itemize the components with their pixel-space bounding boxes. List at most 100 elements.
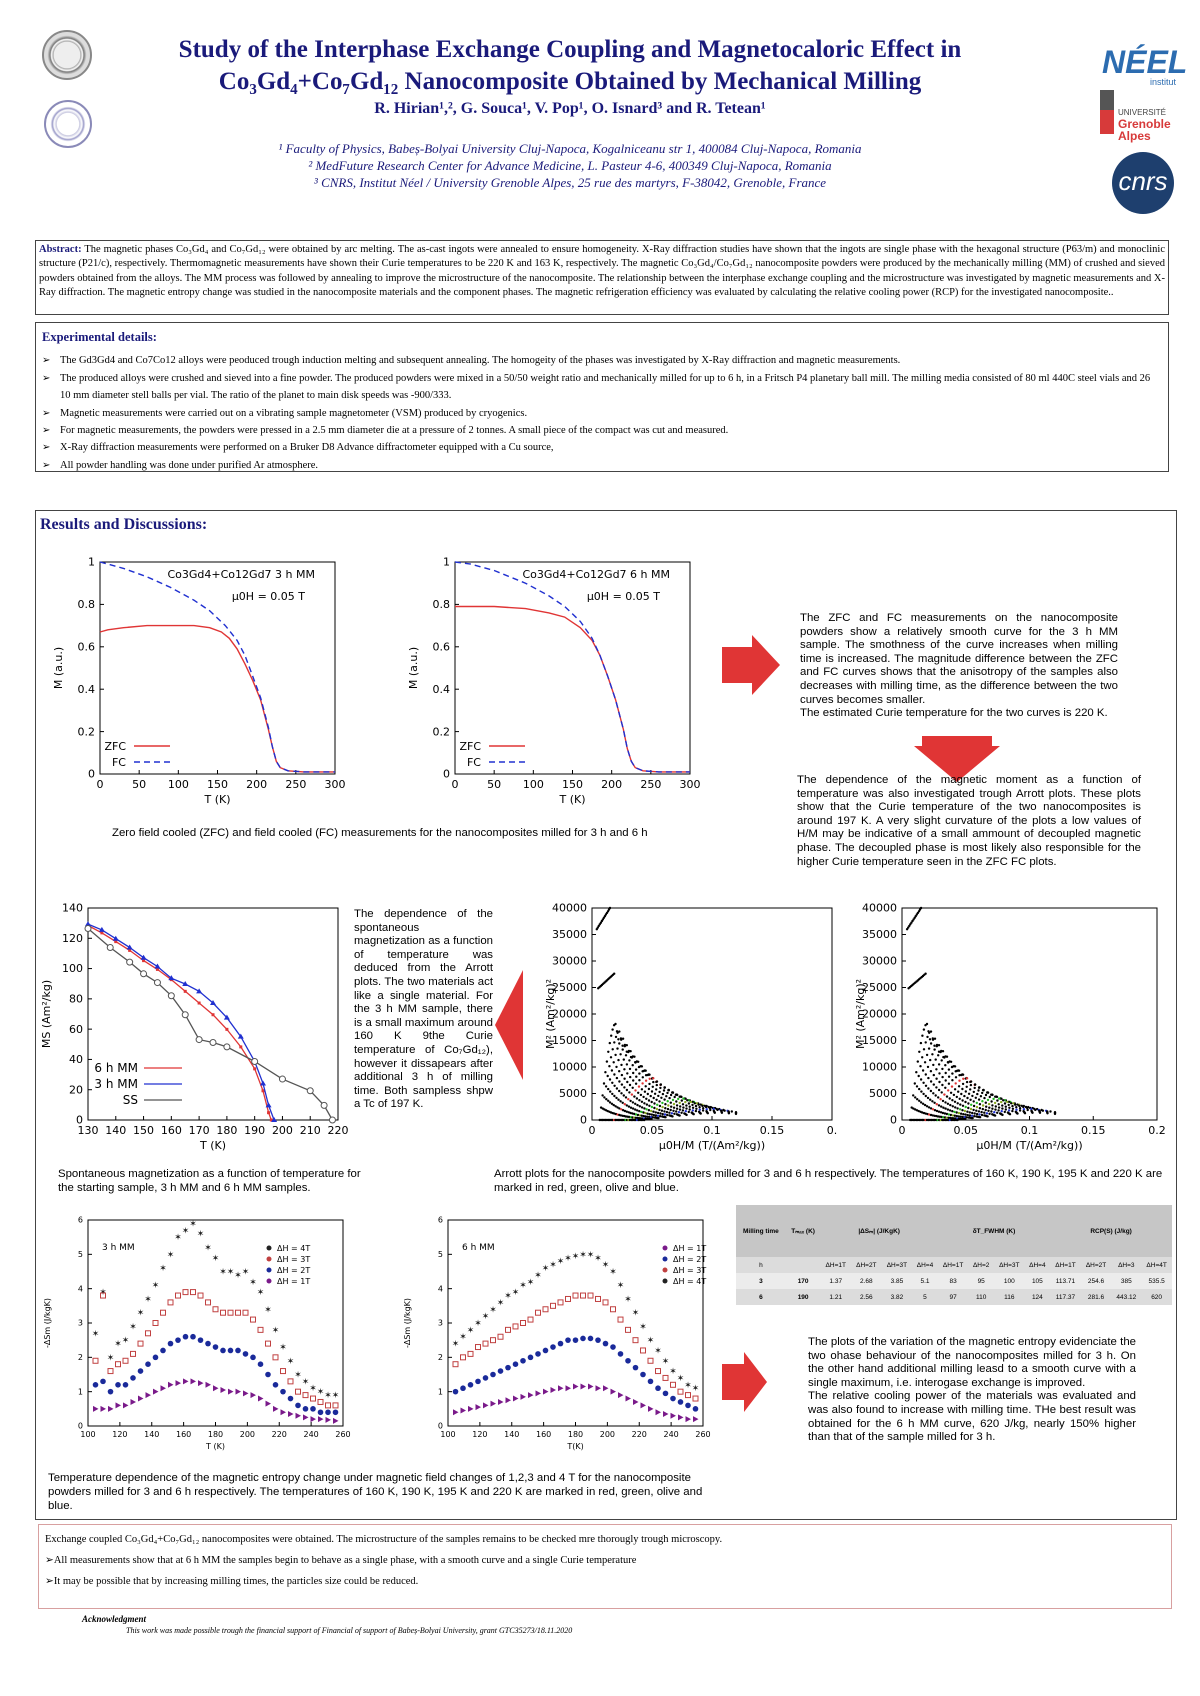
data-point [658,1115,662,1118]
experimental-heading: Experimental details: [42,330,157,344]
data-point [921,1056,924,1059]
data-point [931,1053,934,1056]
table-cell: 110 [975,1293,987,1301]
data-point [645,1108,648,1111]
data-point [115,1361,121,1368]
data-point [933,1109,937,1112]
data-point [1007,1109,1011,1112]
data-point [237,1033,244,1039]
data-point: ✶ [189,1219,197,1229]
data-point [947,1075,951,1078]
data-point [685,1402,691,1409]
data-point [640,1106,644,1109]
data-point [697,1103,700,1106]
data-point [658,1104,662,1108]
data-point [265,1400,271,1407]
data-point [242,1309,249,1316]
data-point [907,926,910,929]
data-point [680,1111,683,1114]
data-point [623,1086,626,1089]
data-point [686,1099,689,1102]
data-point [505,1326,511,1333]
legend-label: FC [112,756,126,769]
data-point [652,1080,655,1084]
x-tick-label: 250 [285,778,306,791]
data-point [956,1102,959,1105]
data-point [1001,1113,1004,1117]
data-point [951,1079,954,1082]
y-tick-label: 4 [78,1284,83,1293]
data-point [181,1011,189,1019]
table-cell: ΔH=4T [1146,1261,1167,1269]
data-point [670,1381,676,1388]
data-point [287,1378,294,1385]
data-point [654,1111,657,1114]
data-point [625,1357,631,1364]
data-point [991,1107,994,1110]
data-point [954,1076,958,1079]
data-point [977,1089,980,1092]
y-tick-label: 0.6 [433,640,451,653]
data-point [644,1085,647,1088]
data-point [306,1087,314,1095]
y-tick-label: 0 [88,768,95,781]
data-point: ✶ [474,1319,482,1329]
table-cell: 535.5 [1148,1277,1165,1285]
data-point: ✶ [647,1336,655,1346]
data-point [668,1096,671,1100]
data-point [647,1099,651,1102]
data-point [607,1050,610,1053]
data-point [637,1065,641,1069]
data-point [933,1048,936,1051]
x-tick-label: 170 [189,1124,210,1137]
data-point [953,1065,957,1068]
data-point [926,1096,930,1100]
data-point [630,1056,634,1059]
data-point [616,1031,619,1034]
data-point [608,1101,612,1104]
series-line-fc [454,561,690,773]
data-point [987,1109,990,1112]
data-point [609,1056,613,1059]
data-point [167,992,175,1000]
table-cell: ΔH=1T [942,1261,964,1269]
data-point [994,1105,997,1108]
data-point [955,1095,958,1099]
data-point [651,1116,655,1119]
data-point [265,1102,272,1108]
data-point [921,1069,925,1072]
data-point: ✶ [579,1250,587,1260]
data-point [611,1081,614,1084]
data-point [512,1361,519,1367]
y-tick-label: 20000 [552,1008,587,1021]
data-point [945,1116,948,1119]
data-point [317,1409,324,1416]
data-point [924,1112,927,1115]
data-point [948,1097,951,1100]
data-point [542,1306,549,1313]
table-cell: ΔH=1T [1055,1261,1076,1269]
data-point [650,1105,654,1109]
data-point [944,1071,947,1075]
data-point [126,958,134,966]
data-point [701,1104,704,1108]
data-point [160,1309,166,1316]
data-point [565,1337,571,1343]
data-point [969,1080,973,1083]
data-point [943,1093,946,1096]
data-point [112,935,119,941]
data-point [965,1080,969,1084]
data-point [642,1095,645,1099]
data-point [557,1340,564,1347]
data-point [656,1103,659,1106]
data-point [1014,1103,1017,1106]
data-point [153,979,161,987]
data-point: ✶ [632,1309,640,1319]
data-point [619,1053,622,1056]
results-box [35,510,1177,1520]
legend-label: ΔH = 1T [673,1244,706,1253]
data-point [618,1107,621,1110]
data-point [924,1094,927,1098]
data-point [655,1368,661,1375]
data-point [677,1388,684,1395]
